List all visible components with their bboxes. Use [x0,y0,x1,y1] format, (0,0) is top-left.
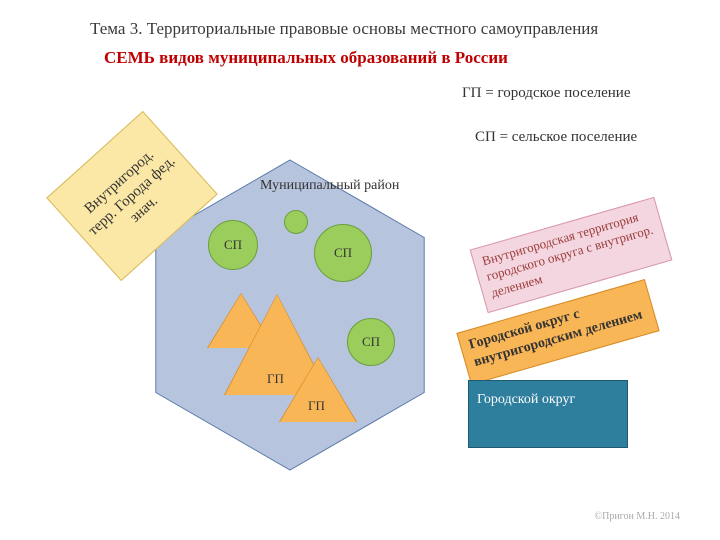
subtitle-rest: видов муниципальных образований в России [155,48,508,67]
page-subtitle: СЕМЬ видов муниципальных образований в Р… [0,44,720,68]
sp-circle [284,210,308,234]
copyright: ©Пригон М.Н. 2014 [595,511,681,522]
subtitle-prefix: СЕМЬ [104,48,155,67]
legend-gp: ГП = городское поселение [462,84,652,102]
diagram-stage: Муниципальный район СПСПСП ГПГП Внутриго… [0,80,720,540]
gp-triangle-label: ГП [308,398,325,414]
legend-sp: СП = сельское поселение [475,128,645,146]
box-okrug: Городской округ [468,380,628,448]
page-title: Тема 3. Территориальные правовые основы … [0,0,720,44]
sp-circle: СП [314,224,372,282]
sp-circle: СП [208,220,258,270]
hexagon-label: Муниципальный район [260,178,399,194]
